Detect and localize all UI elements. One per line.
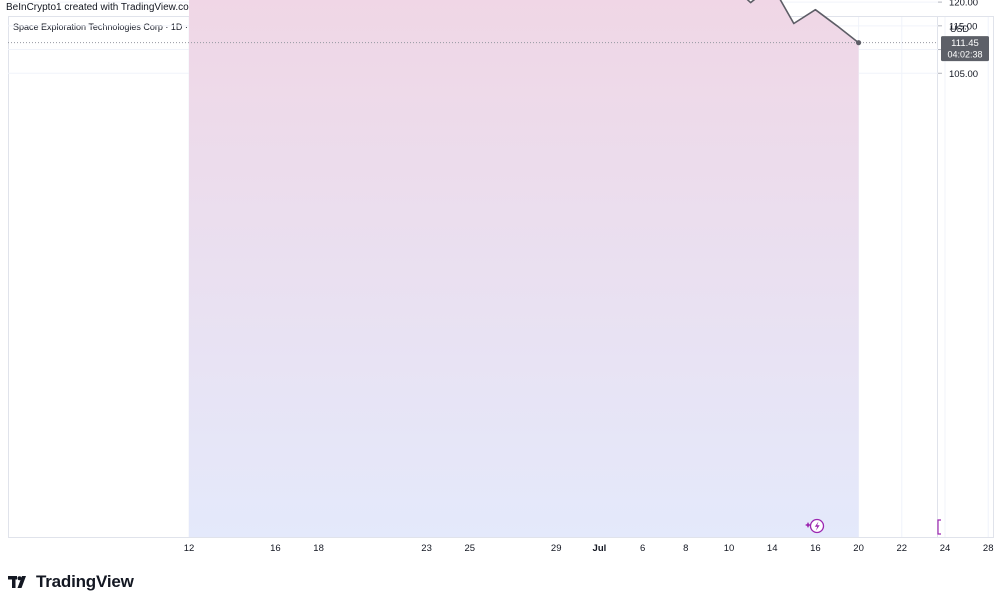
tradingview-brand[interactable]: TradingView xyxy=(8,572,134,592)
x-tick-label: 16 xyxy=(270,543,281,554)
countdown-label: 04:02:38 xyxy=(947,50,982,60)
x-tick-label: 20 xyxy=(853,543,864,554)
x-tick-label: 22 xyxy=(897,543,908,554)
price-axis[interactable] xyxy=(938,16,994,538)
x-tick-label: 18 xyxy=(313,543,324,554)
x-tick-label: 23 xyxy=(421,543,432,554)
last-price-label-bg xyxy=(941,36,989,62)
last-price-marker[interactable] xyxy=(856,40,862,46)
y-tick-label: 115.00 xyxy=(949,21,977,32)
x-tick-label: 28 xyxy=(983,543,994,554)
x-tick-label: 10 xyxy=(724,543,735,554)
x-tick-label: 14 xyxy=(767,543,778,554)
x-tick-label: 29 xyxy=(551,543,562,554)
currency-label[interactable]: USD xyxy=(950,24,970,34)
tradingview-logo-icon xyxy=(8,576,26,588)
brand-name: TradingView xyxy=(36,572,134,591)
x-tick-label: 8 xyxy=(683,543,688,554)
price-levels[interactable]: Listing Price xyxy=(8,0,938,44)
chart-credit: BeInCrypto1 created with TradingView.com… xyxy=(6,2,334,13)
x-tick-label: Jul xyxy=(593,543,607,554)
x-tick-label: 12 xyxy=(184,543,195,554)
x-tick-label: 6 xyxy=(640,543,645,554)
event-marker xyxy=(937,519,941,535)
price-point xyxy=(793,22,795,25)
x-tick-label: 25 xyxy=(465,543,476,554)
price-area-fill xyxy=(189,0,859,537)
x-axis-ticks: 121618232529Jul681014162022242830Aug xyxy=(184,543,994,554)
price-points xyxy=(750,1,862,46)
y-tick-label: 120.00 xyxy=(949,0,978,9)
x-tick-label: 16 xyxy=(810,543,821,554)
lightning-icon[interactable] xyxy=(805,518,825,534)
price-point xyxy=(750,1,752,4)
last-price-label: 111.45 xyxy=(951,38,979,49)
y-tick-label: 105.00 xyxy=(949,69,978,80)
x-tick-label: 24 xyxy=(940,543,951,554)
price-point xyxy=(814,9,817,11)
price-point xyxy=(836,25,838,27)
